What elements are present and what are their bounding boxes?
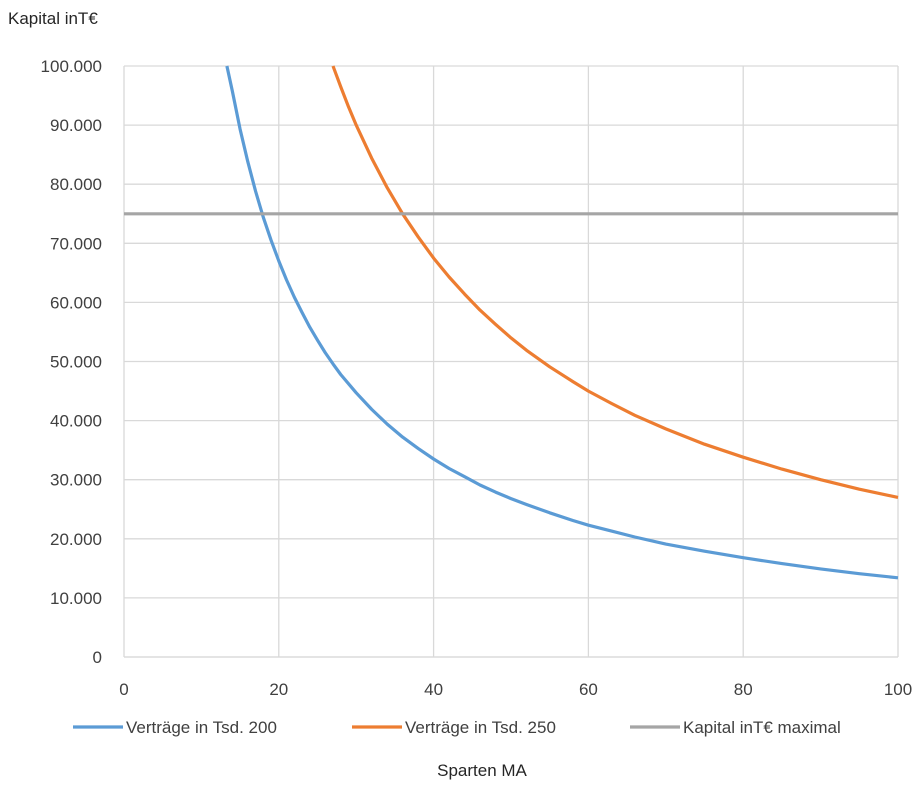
series-line-2 (331, 65, 899, 499)
y-tick-label: 0 (93, 648, 102, 667)
y-tick-labels: 0 10.000 20.000 30.000 40.000 50.000 60.000 70.… (41, 57, 102, 667)
legend-label-1: Verträge in Tsd. 200 (126, 718, 277, 737)
legend-label-2: Verträge in Tsd. 250 (405, 718, 556, 737)
y-tick-label: 50.000 (50, 353, 102, 372)
y-tick-label: 40.000 (50, 412, 102, 431)
x-tick-label: 100 (884, 680, 912, 699)
x-tick-labels: 0 20 40 60 80 100 (119, 680, 912, 699)
x-tick-label: 40 (424, 680, 443, 699)
y-tick-label: 20.000 (50, 530, 102, 549)
x-tick-label: 80 (734, 680, 753, 699)
x-tick-label: 0 (119, 680, 128, 699)
series-line-1 (225, 65, 899, 580)
y-tick-label: 70.000 (50, 234, 102, 253)
x-tick-label: 20 (269, 680, 288, 699)
x-tick-label: 60 (579, 680, 598, 699)
grid (123, 65, 899, 658)
y-tick-label: 90.000 (50, 116, 102, 135)
y-tick-label: 10.000 (50, 589, 102, 608)
legend-label-3: Kapital inT€ maximal (683, 718, 841, 737)
y-tick-label: 60.000 (50, 293, 102, 312)
legend: Verträge in Tsd. 200 Verträge in Tsd. 250… (73, 718, 841, 737)
series-lines (124, 65, 899, 580)
x-axis-title: Sparten MA (437, 761, 527, 780)
y-tick-label: 80.000 (50, 175, 102, 194)
y-tick-label: 100.000 (41, 57, 102, 76)
y-tick-label: 30.000 (50, 471, 102, 490)
y-axis-title: Kapital inT€ (8, 9, 98, 28)
